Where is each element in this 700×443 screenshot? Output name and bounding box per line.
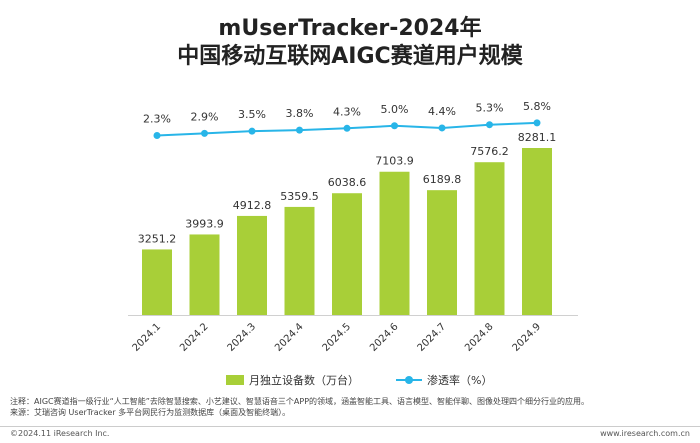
legend-item-bar: 月独立设备数（万台） bbox=[226, 372, 359, 388]
chart-legend: 月独立设备数（万台） 渗透率（%） bbox=[0, 372, 700, 390]
x-tick-label: 2024.2 bbox=[178, 321, 211, 354]
penetration-point bbox=[343, 124, 351, 132]
legend-bar-swatch bbox=[226, 375, 244, 385]
bar-2024.5 bbox=[332, 193, 362, 315]
x-tick-label: 2024.9 bbox=[511, 321, 544, 354]
chart-area: 3251.2 2024.1 3993.9 2024.2 4912.8 2024.3 5359… bbox=[128, 100, 578, 354]
penetration-point bbox=[201, 129, 208, 137]
bar-value-label: 4912.8 bbox=[233, 199, 272, 212]
x-tick-label: 2024.6 bbox=[368, 321, 401, 354]
bar-2024.3 bbox=[237, 215, 267, 315]
chart-notes: 注释：AIGC赛道指一级行业“人工智能”去除智慧搜索、小艺建议、智慧语音三个AP… bbox=[10, 396, 690, 418]
penetration-point bbox=[153, 132, 161, 139]
penetration-point bbox=[296, 126, 303, 134]
bar-value-label: 6189.8 bbox=[423, 173, 462, 186]
legend-bar-label: 月独立设备数（万台） bbox=[249, 374, 359, 387]
penetration-point bbox=[391, 122, 398, 130]
legend-item-line: 渗透率（%） bbox=[396, 372, 492, 388]
penetration-point bbox=[486, 121, 493, 129]
legend-line-label: 渗透率（%） bbox=[427, 374, 493, 387]
penetration-value-label: 3.5% bbox=[238, 108, 266, 121]
penetration-value-label: 3.8% bbox=[286, 107, 314, 120]
legend-line-swatch bbox=[396, 374, 422, 386]
bar-2024.6 bbox=[379, 171, 410, 315]
x-tick-label: 2024.1 bbox=[131, 321, 164, 354]
bar-2024.7 bbox=[427, 190, 457, 315]
footer-copyright: ©2024.11 iResearch Inc. bbox=[10, 429, 110, 438]
penetration-point bbox=[248, 127, 256, 135]
bar-2024.4 bbox=[284, 206, 315, 315]
bar-value-label: 8281.1 bbox=[518, 131, 557, 144]
bar-2024.8 bbox=[474, 162, 505, 315]
bar-2024.2 bbox=[189, 234, 220, 315]
bar-value-label: 3993.9 bbox=[185, 217, 224, 230]
source-text: 来源：艾瑞咨询 UserTracker 多平台网民行为监测数据库（桌面及智能终端… bbox=[10, 408, 291, 417]
x-tick-label: 2024.5 bbox=[321, 321, 354, 354]
x-tick-label: 2024.8 bbox=[463, 321, 496, 354]
penetration-value-label: 5.3% bbox=[476, 102, 504, 115]
x-tick-label: 2024.4 bbox=[273, 321, 306, 354]
penetration-point bbox=[438, 124, 446, 132]
bar-value-label: 7576.2 bbox=[470, 145, 509, 158]
chart-title-line1: mUserTracker-2024年 bbox=[218, 16, 482, 41]
bar-value-label: 3251.2 bbox=[138, 232, 177, 245]
penetration-value-label: 2.9% bbox=[191, 110, 219, 123]
bar-value-label: 6038.6 bbox=[328, 176, 367, 189]
x-tick-label: 2024.7 bbox=[416, 321, 449, 354]
x-tick-label: 2024.3 bbox=[226, 321, 259, 354]
penetration-value-label: 5.8% bbox=[523, 100, 551, 113]
penetration-value-label: 4.4% bbox=[428, 105, 456, 118]
penetration-value-label: 2.3% bbox=[143, 113, 171, 126]
note-text: 注释：AIGC赛道指一级行业“人工智能”去除智慧搜索、小艺建议、智慧语音三个AP… bbox=[10, 397, 590, 406]
bar-2024.1 bbox=[142, 249, 172, 315]
penetration-point bbox=[533, 119, 541, 127]
bar-2024.9 bbox=[522, 148, 552, 315]
bar-value-label: 7103.9 bbox=[375, 155, 414, 168]
bar-value-label: 5359.5 bbox=[280, 190, 319, 203]
footer-website: www.iresearch.com.cn bbox=[600, 429, 690, 438]
chart-title-line2: 中国移动互联网AIGC赛道用户规模 bbox=[177, 44, 523, 69]
footer-divider bbox=[0, 426, 700, 427]
penetration-value-label: 4.3% bbox=[333, 105, 361, 118]
penetration-value-label: 5.0% bbox=[381, 103, 409, 116]
